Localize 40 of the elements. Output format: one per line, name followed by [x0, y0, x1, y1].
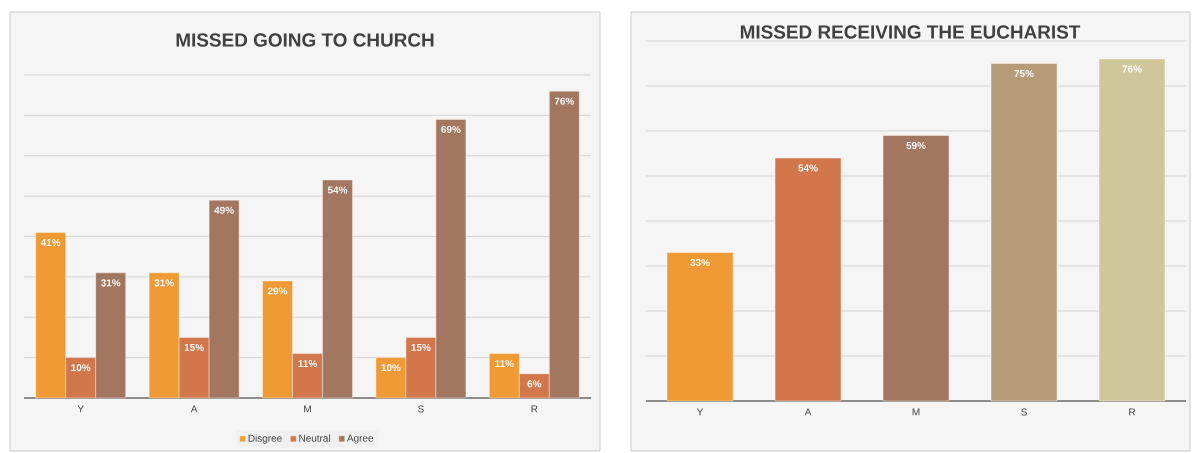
legend-label: Neutral	[299, 434, 330, 442]
legend-label: Agree	[346, 434, 374, 444]
data-label: 11%	[298, 360, 317, 368]
bar	[666, 252, 734, 402]
data-label: 10%	[381, 364, 401, 372]
legend-label: Disgree	[248, 434, 282, 444]
data-label: 41%	[40, 238, 61, 246]
chart-title: MISSED RECEIVING THE EUCHARIST	[740, 25, 1081, 39]
data-label: 15%	[411, 343, 431, 351]
x-tick-label: M	[304, 405, 311, 413]
x-tick-label: S	[1021, 408, 1027, 416]
data-label: 49%	[214, 206, 234, 214]
data-label: 31%	[100, 279, 121, 287]
x-tick-label: A	[190, 405, 198, 413]
bar	[990, 63, 1058, 402]
bar	[774, 157, 842, 402]
data-label: 69%	[441, 125, 461, 133]
data-label: 76%	[554, 97, 575, 105]
x-tick-label: R	[1129, 408, 1136, 416]
x-tick-label: Y	[696, 408, 704, 416]
data-label: 10%	[71, 364, 91, 372]
data-label: 76%	[1122, 65, 1142, 73]
data-label: 75%	[1014, 70, 1034, 78]
data-label: 31%	[154, 279, 174, 287]
data-label: 29%	[267, 287, 288, 295]
x-tick-label: A	[804, 408, 812, 416]
data-label: 59%	[906, 142, 926, 150]
data-label: 11%	[495, 360, 514, 368]
x-tick-label: Y	[77, 405, 84, 413]
bar	[882, 135, 950, 402]
x-tick-label: R	[531, 405, 538, 413]
data-label: 6%	[527, 380, 542, 388]
chart-title: MISSED GOING TO CHURCH	[176, 33, 434, 47]
data-label: 15%	[184, 343, 204, 351]
data-label: 54%	[798, 164, 818, 172]
x-tick-label: S	[418, 405, 424, 413]
bar	[1098, 58, 1166, 402]
data-label: 54%	[327, 186, 348, 194]
x-tick-label: M	[912, 408, 920, 416]
data-label: 33%	[690, 259, 710, 267]
